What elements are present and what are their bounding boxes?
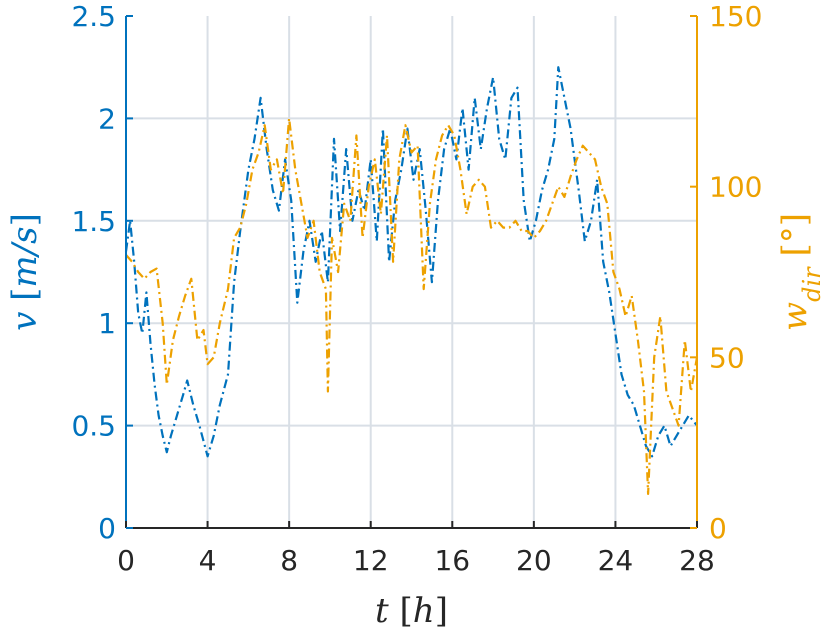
y-axis-label-left: v [m/s] bbox=[5, 213, 45, 331]
x-tick-label: 8 bbox=[280, 544, 298, 577]
labels: t [h] v [m/s] wdir [°] bbox=[5, 213, 826, 631]
x-tick-label: 16 bbox=[434, 544, 470, 577]
y-axis-label-right: wdir [°] bbox=[775, 213, 826, 331]
y-tick-label-left: 2 bbox=[98, 102, 116, 135]
series-layer bbox=[124, 66, 699, 495]
y-tick-label-right: 100 bbox=[709, 171, 762, 204]
y-tick-label-left: 2.5 bbox=[71, 0, 116, 33]
y-tick-label-left: 0.5 bbox=[71, 410, 116, 443]
x-tick-label: 0 bbox=[117, 544, 135, 577]
x-tick-label: 12 bbox=[353, 544, 389, 577]
y-tick-label-left: 1.5 bbox=[71, 205, 116, 238]
y-tick-label-right: 150 bbox=[709, 0, 762, 33]
y-tick-label-left: 0 bbox=[98, 512, 116, 545]
x-tick-label: 20 bbox=[516, 544, 552, 577]
y-tick-label-right: 50 bbox=[709, 341, 745, 374]
y-tick-label-left: 1 bbox=[98, 307, 116, 340]
x-tick-label: 28 bbox=[679, 544, 715, 577]
y-tick-label-right: 0 bbox=[709, 512, 727, 545]
x-axis-label: t [h] bbox=[375, 591, 448, 631]
x-tick-label: 4 bbox=[199, 544, 217, 577]
grid bbox=[126, 16, 697, 528]
series-line-left bbox=[124, 66, 698, 458]
x-tick-label: 24 bbox=[598, 544, 634, 577]
plot-area bbox=[126, 16, 697, 528]
series-line-right bbox=[125, 117, 699, 495]
